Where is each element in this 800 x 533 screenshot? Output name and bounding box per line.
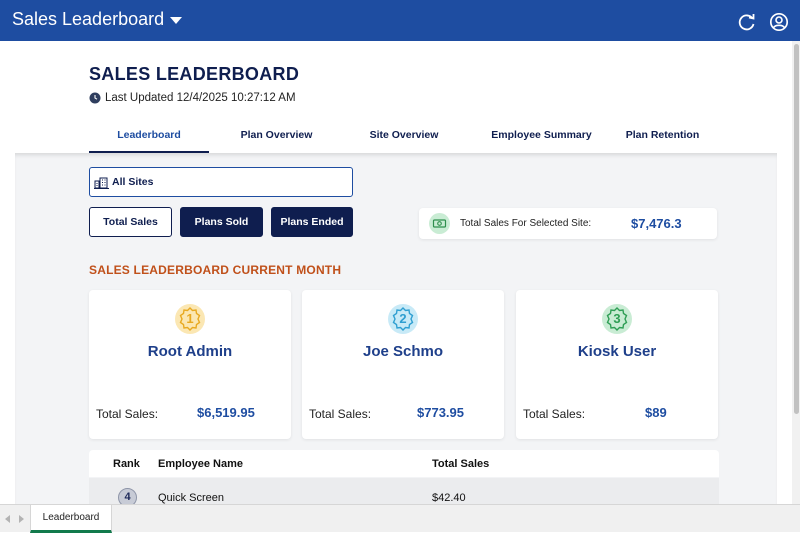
rank-2-number: 2	[399, 311, 407, 326]
plans-ended-button[interactable]: Plans Ended	[271, 207, 353, 237]
leader-2-sales-value: $773.95	[417, 405, 464, 420]
top-bar: Sales Leaderboard	[0, 0, 800, 41]
refresh-icon[interactable]	[737, 12, 757, 32]
plans-sold-button[interactable]: Plans Sold	[180, 207, 263, 237]
section-title: SALES LEADERBOARD CURRENT MONTH	[89, 263, 342, 277]
page-tab-bar: Leaderboard	[0, 504, 800, 533]
employee-total-sales: $42.40	[432, 492, 466, 504]
leader-1-name: Root Admin	[147, 343, 233, 360]
total-sales-label: Total Sales For Selected Site:	[460, 218, 592, 229]
clock-icon	[89, 92, 101, 104]
tab-plan-overview[interactable]: Plan Overview	[240, 129, 313, 141]
leader-card-1: 1 Root Admin Total Sales: $6,519.95	[89, 290, 291, 439]
page-tab-leaderboard[interactable]: Leaderboard	[30, 505, 112, 533]
leader-3-name: Kiosk User	[577, 343, 657, 360]
total-sales-card: Total Sales For Selected Site: $7,476.3	[419, 208, 717, 239]
rank-3-badge-icon	[602, 304, 632, 334]
app-title: Sales Leaderboard	[12, 9, 165, 29]
column-header-employee: Employee Name	[158, 458, 243, 470]
scrollbar-thumb[interactable]	[794, 44, 799, 414]
building-icon	[94, 177, 109, 189]
app-title-dropdown[interactable]: Sales Leaderboard	[12, 9, 183, 30]
employee-name: Quick Screen	[158, 492, 225, 504]
rank-1-number: 1	[186, 311, 194, 326]
tab-site-overview[interactable]: Site Overview	[369, 129, 439, 141]
page-title: SALES LEADERBOARD	[89, 64, 300, 84]
last-updated-text: Last Updated 12/4/2025 10:27:12 AM	[105, 92, 296, 104]
tab-bar: Leaderboard Plan Overview Site Overview …	[89, 127, 706, 153]
leader-card-2: 2 Joe Schmo Total Sales: $773.95	[302, 290, 504, 439]
leader-3-sales-label: Total Sales:	[523, 407, 586, 421]
leader-3-sales-value: $89	[645, 405, 667, 420]
table-row[interactable]: 4 Quick Screen $42.40	[89, 478, 719, 507]
column-header-rank: Rank	[113, 458, 140, 470]
leader-2-name: Joe Schmo	[362, 343, 444, 360]
table-header: Rank Employee Name Total Sales	[89, 450, 719, 477]
previous-page-arrow-icon[interactable]	[5, 515, 10, 523]
money-icon	[429, 213, 450, 234]
leader-2-sales-label: Total Sales:	[309, 407, 372, 421]
caret-down-icon	[170, 17, 183, 24]
column-header-total-sales: Total Sales	[432, 458, 490, 470]
leader-1-sales-value: $6,519.95	[197, 405, 255, 420]
leader-1-sales-label: Total Sales:	[96, 407, 159, 421]
total-sales-button[interactable]: Total Sales	[89, 207, 172, 237]
page-header	[15, 41, 777, 153]
rank-1-badge-icon	[175, 304, 205, 334]
tab-employee-summary[interactable]: Employee Summary	[491, 129, 592, 141]
next-page-arrow-icon[interactable]	[19, 515, 24, 523]
tab-leaderboard[interactable]: Leaderboard	[89, 127, 209, 153]
site-selector-value: All Sites	[112, 176, 154, 188]
total-sales-value: $7,476.3	[631, 216, 682, 231]
account-circle-icon[interactable]	[769, 12, 789, 32]
site-selector[interactable]: All Sites	[89, 167, 353, 197]
last-updated: Last Updated 12/4/2025 10:27:12 AM	[89, 92, 296, 104]
tab-plan-retention[interactable]: Plan Retention	[625, 129, 700, 141]
rank-2-badge-icon	[388, 304, 418, 334]
rank-3-number: 3	[613, 311, 621, 326]
leader-card-3: 3 Kiosk User Total Sales: $89	[516, 290, 718, 439]
